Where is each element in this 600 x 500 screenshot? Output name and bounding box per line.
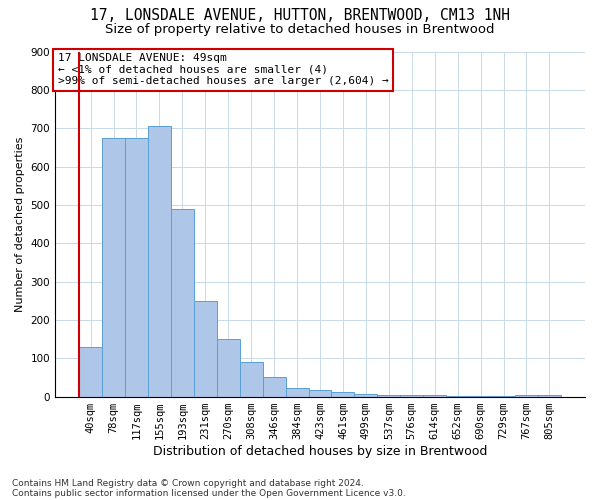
Bar xyxy=(102,138,125,396)
Bar xyxy=(148,126,171,396)
Y-axis label: Number of detached properties: Number of detached properties xyxy=(15,136,25,312)
Text: 17 LONSDALE AVENUE: 49sqm
← <1% of detached houses are smaller (4)
>99% of semi-: 17 LONSDALE AVENUE: 49sqm ← <1% of detac… xyxy=(58,53,388,86)
Bar xyxy=(79,346,102,397)
Bar xyxy=(194,300,217,396)
Bar xyxy=(286,388,308,396)
Text: 17, LONSDALE AVENUE, HUTTON, BRENTWOOD, CM13 1NH: 17, LONSDALE AVENUE, HUTTON, BRENTWOOD, … xyxy=(90,8,510,22)
Bar xyxy=(240,362,263,396)
Bar xyxy=(217,339,240,396)
Bar xyxy=(263,378,286,396)
Bar xyxy=(331,392,355,396)
Text: Contains HM Land Registry data © Crown copyright and database right 2024.: Contains HM Land Registry data © Crown c… xyxy=(12,478,364,488)
Bar xyxy=(377,394,400,396)
Bar xyxy=(308,390,331,396)
Bar xyxy=(355,394,377,396)
Text: Contains public sector information licensed under the Open Government Licence v3: Contains public sector information licen… xyxy=(12,488,406,498)
Bar xyxy=(400,395,423,396)
Bar xyxy=(171,208,194,396)
Bar xyxy=(515,394,538,396)
Bar xyxy=(538,394,561,396)
Text: Size of property relative to detached houses in Brentwood: Size of property relative to detached ho… xyxy=(105,22,495,36)
Bar xyxy=(125,138,148,396)
X-axis label: Distribution of detached houses by size in Brentwood: Distribution of detached houses by size … xyxy=(153,444,487,458)
